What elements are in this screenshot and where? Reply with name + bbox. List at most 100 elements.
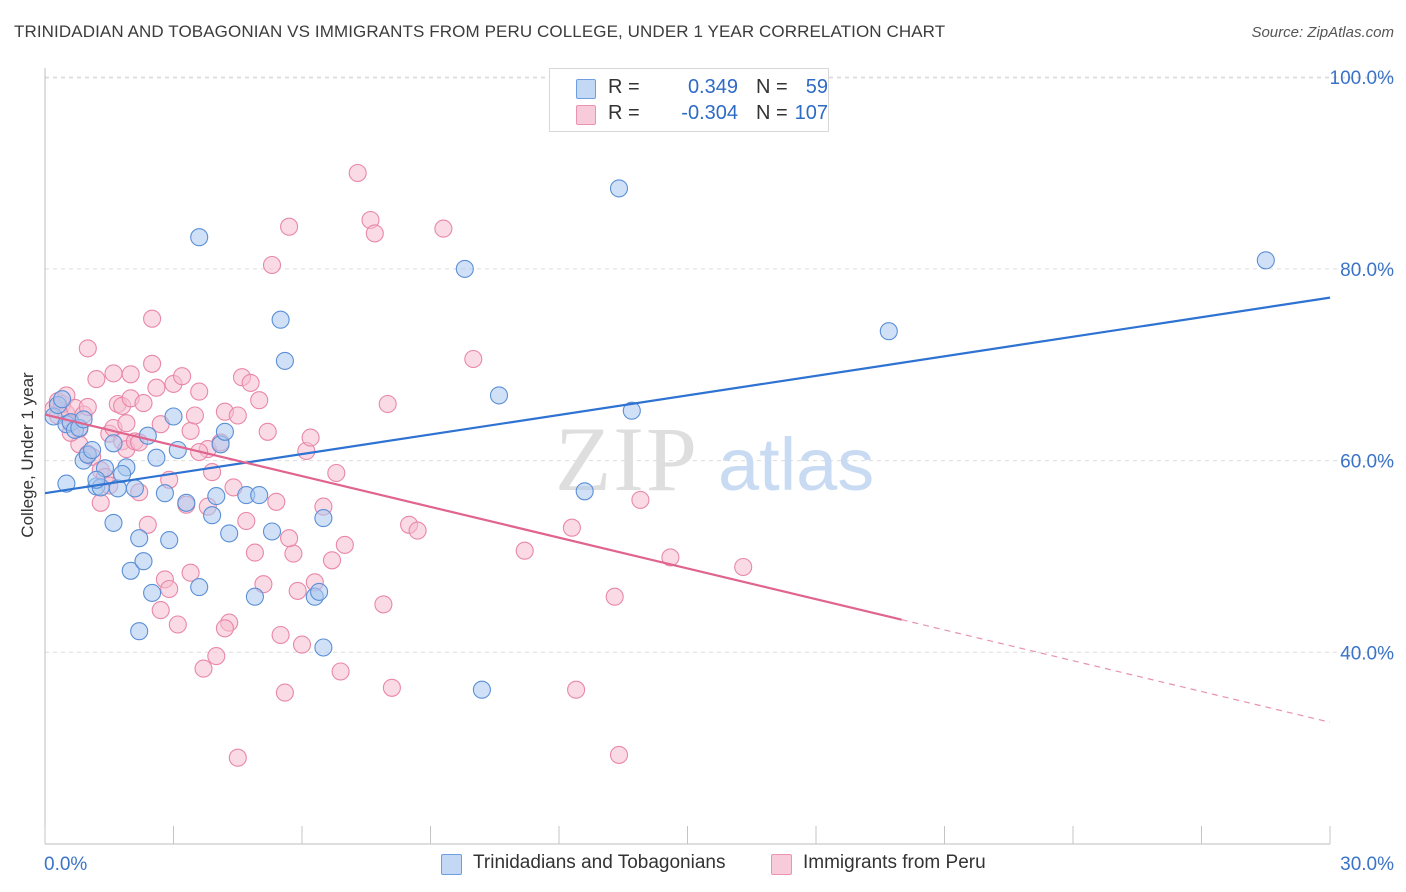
pink-data-point [228, 406, 247, 425]
pink-data-point [207, 647, 226, 666]
pink-data-point [301, 428, 320, 447]
blue-data-point [220, 524, 239, 543]
blue-data-point [879, 322, 898, 341]
blue-data-point [275, 351, 294, 370]
legend-n-value: 59 [805, 76, 828, 98]
legend-swatch-pink [576, 105, 596, 125]
pink-data-point [168, 615, 187, 634]
blue-data-point [203, 506, 222, 525]
blue-data-point [271, 310, 290, 329]
blue-data-point [215, 422, 234, 441]
y-tick-label: 60.0% [1340, 452, 1394, 473]
pink-data-point [288, 581, 307, 600]
pink-data-point [335, 535, 354, 554]
y-tick-label: 40.0% [1340, 643, 1394, 664]
legend-swatch-blue [441, 854, 462, 875]
pink-data-point [254, 575, 273, 594]
pink-data-point [78, 339, 97, 358]
blue-data-point [177, 493, 196, 512]
pink-data-point [378, 394, 397, 414]
pink-data-point [631, 490, 650, 509]
legend-n-label: N = [756, 76, 788, 98]
blue-data-point [125, 479, 144, 498]
blue-data-point [121, 561, 140, 580]
pink-data-point [151, 601, 170, 620]
blue-data-point [104, 434, 123, 453]
pink-data-point [237, 511, 256, 531]
blue-data-point [104, 513, 123, 532]
grid-lines [45, 76, 1392, 653]
pink-data-point [241, 373, 260, 392]
stats-legend: R = 0.349 N = 59 R = -0.304 N = 107 [549, 68, 829, 132]
pink-data-point [194, 659, 213, 678]
pink-data-point [322, 551, 342, 570]
legend-swatch-blue [576, 79, 596, 99]
pink-data-point [134, 394, 153, 413]
pink-data-point [331, 662, 350, 681]
pink-data-point [245, 543, 264, 562]
y-axis-label: College, Under 1 year [18, 372, 37, 538]
blue-data-point [455, 259, 474, 278]
pink-data-point [327, 463, 346, 483]
pink-data-point [143, 354, 162, 373]
pink-data-point [374, 595, 393, 614]
pink-data-point [365, 224, 384, 243]
blue-data-point [207, 487, 226, 506]
blue-data-point [472, 680, 491, 699]
pink-data-point [138, 515, 157, 534]
watermark: ZIP atlas [555, 408, 874, 510]
legend-r-value: 0.349 [687, 76, 738, 98]
trend-lines [44, 296, 1331, 723]
pink-data-point [215, 619, 234, 638]
pink-data-point [185, 406, 204, 425]
legend-n-label: N = [756, 102, 788, 124]
blue-data-point [160, 531, 179, 550]
pink-data-point [280, 529, 299, 548]
blue-data-point [130, 529, 149, 548]
pink-data-point [271, 625, 290, 645]
blue-data-point [190, 578, 209, 597]
blue-trend-line [44, 296, 1331, 495]
series-label: Trinidadians and Tobagonians [473, 852, 726, 873]
pink-data-point [258, 422, 277, 441]
blue-data-point [609, 179, 629, 198]
pink-data-point [267, 492, 286, 511]
blue-data-point [164, 407, 183, 426]
pink-trend-extension [901, 619, 1331, 723]
pink-data-point [275, 683, 294, 702]
blue-data-point [622, 401, 641, 420]
pink-data-point [121, 365, 140, 384]
source-label: Source: ZipAtlas.com [1251, 24, 1394, 41]
pink-data-point [734, 557, 753, 577]
pink-data-point [91, 493, 110, 512]
pink-trend-line [44, 413, 902, 621]
pink-data-point [250, 391, 269, 410]
data-points [44, 163, 1275, 767]
axes [44, 68, 1331, 845]
legend-r-value: -0.304 [681, 102, 738, 124]
pink-data-point [609, 745, 629, 764]
pink-data-point [143, 309, 162, 328]
blue-data-point [245, 587, 264, 606]
pink-data-point [348, 163, 367, 183]
blue-data-point [147, 448, 166, 467]
legend-n-value: 107 [794, 102, 828, 124]
blue-data-point [190, 228, 209, 247]
pink-data-point [117, 414, 136, 433]
pink-data-point [262, 255, 282, 275]
blue-data-point [143, 583, 162, 602]
watermark-atlas: atlas [718, 423, 874, 506]
pink-data-point [280, 217, 299, 236]
blue-data-point [130, 622, 149, 641]
blue-data-point [310, 582, 329, 601]
pink-data-point [382, 678, 401, 697]
blue-data-point [314, 638, 333, 657]
blue-data-point [575, 482, 594, 501]
pink-data-point [292, 635, 312, 654]
pink-data-point [147, 378, 166, 397]
pink-data-point [173, 367, 192, 386]
legend-r-label: R = [608, 76, 640, 98]
blue-data-point [250, 486, 269, 505]
pink-data-point [190, 382, 209, 401]
